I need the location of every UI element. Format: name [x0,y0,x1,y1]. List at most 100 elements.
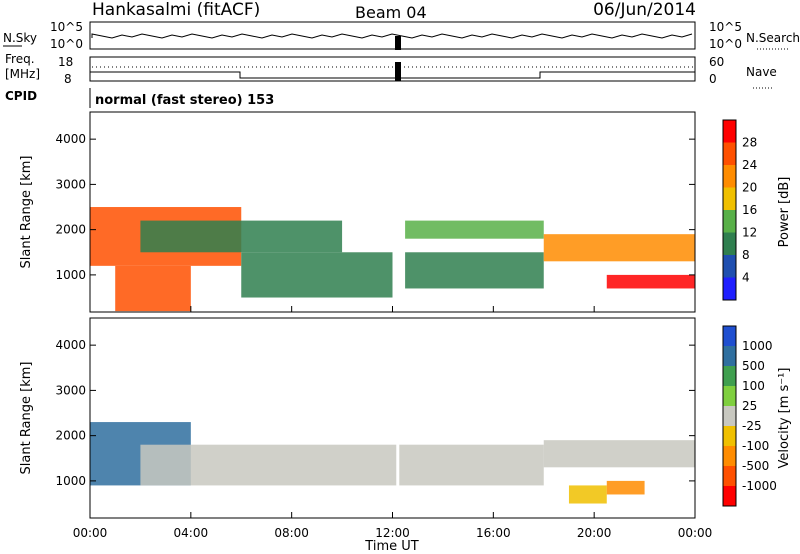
nsky-tick-bottom: 10^0 [50,37,83,51]
velocity-region [606,480,645,495]
velocity-ylabel: Slant Range [km] [19,362,34,475]
power-region [405,220,544,239]
power-region [140,220,343,253]
velocity-region [568,485,607,504]
velocity-colorbar-tick: -1000 [742,479,777,493]
velocity-colorbar-swatch [723,486,736,506]
power-panel: 1000 2000 3000 4000 Slant Range [km] 4 8 12 16… [19,111,792,313]
power-ytick-label: 4000 [55,132,86,146]
velocity-heatmap [90,318,695,518]
velocity-colorbar-tick: 500 [742,359,765,373]
x-tick-label: 00:00 [73,526,108,540]
nsearch-tick-bottom: 10^0 [709,37,742,51]
x-tick-label: 00:00 [678,526,713,540]
freq-label-bottom: [MHz] [5,67,40,81]
freq-label-top: Freq. [5,52,35,66]
power-colorbar-swatch [723,165,736,188]
power-colorbar-tick: 8 [742,248,750,262]
velocity-colorbar-swatch [723,446,736,466]
x-axis-label: Time UT [364,539,418,554]
power-ytick-label: 3000 [55,177,86,191]
velocity-colorbar-swatch [723,326,736,346]
velocity-colorbar-swatch [723,346,736,366]
x-tick-label: 16:00 [476,526,511,540]
power-colorbar-frame [722,119,737,301]
velocity-colorbar-tick: -500 [742,459,769,473]
power-colorbar: 4 8 12 16 20 24 28 [722,119,757,301]
velocity-colorbar-swatch [723,386,736,406]
velocity-colorbar-tick: -100 [742,439,769,453]
velocity-colorbar-frame [722,325,737,507]
power-colorbar-swatch [723,142,736,165]
power-colorbar-swatch [723,120,736,143]
power-ytick-label: 2000 [55,223,86,237]
nsky-panel: N.Sky 10^5 10^0 10^5 10^0 N.Search [3,20,800,51]
velocity-colorbar: 1000 500 100 25 -25 -100 -500 -1000 [722,325,777,507]
velocity-region [543,440,695,468]
power-colorbar-tick: 20 [742,181,757,195]
cpid-text: normal (fast stereo) 153 [95,93,274,108]
x-tick-label: 12:00 [375,526,410,540]
velocity-ytick-label: 2000 [55,429,86,443]
freq-tick-top: 18 [58,55,73,69]
nsky-label: N.Sky [3,31,37,45]
nave-tick-bottom: 0 [709,72,717,86]
power-ytick-label: 1000 [55,268,86,282]
nave-label: Nave [746,65,777,79]
power-region [241,252,393,298]
date-title: 06/Jun/2014 [593,0,696,20]
power-heatmap [90,112,695,312]
x-tick-label: 20:00 [577,526,612,540]
freq-frame [89,56,696,82]
station-title: Hankasalmi (fitACF) [92,0,260,20]
power-colorbar-swatch [723,187,736,210]
power-data-gap [396,112,400,312]
nsky-trace [91,33,693,39]
velocity-colorbar-tick: -25 [742,419,762,433]
beam-title: Beam 04 [355,3,427,22]
freq-tick-bottom: 8 [64,72,72,86]
nsky-tick-top: 10^5 [50,20,83,34]
nave-tick-top: 60 [709,55,724,69]
freq-step-line [90,71,695,79]
nsearch-tick-top: 10^5 [709,20,742,34]
nsky-frame [89,21,696,50]
power-colorbar-tick: 16 [742,203,757,217]
nsky-gap-marker [395,36,401,50]
velocity-colorbar-swatch [723,466,736,486]
power-colorbar-tick: 24 [742,158,757,172]
velocity-colorbar-tick: 100 [742,379,765,393]
power-colorbar-swatch [723,255,736,278]
power-colorbar-swatch [723,232,736,255]
power-region [606,274,695,289]
velocity-data-gap [396,318,400,518]
power-colorbar-tick: 12 [742,226,757,240]
power-colorbar-label: Power [dB] [777,177,792,248]
nsearch-label: N.Search [746,31,800,45]
power-region [543,234,695,262]
velocity-region [140,444,544,486]
velocity-ytick-label: 3000 [55,383,86,397]
power-ylabel: Slant Range [km] [19,156,34,269]
power-region [115,265,191,312]
x-tick-label: 04:00 [174,526,209,540]
velocity-colorbar-swatch [723,406,736,426]
power-y-ticks: 1000 2000 3000 4000 [55,132,695,282]
power-colorbar-swatch [723,210,736,233]
velocity-panel: 1000 2000 3000 4000 Slant Range [km] 1000 50… [19,317,792,519]
power-colorbar-swatch [723,277,736,300]
power-region [405,252,544,289]
velocity-colorbar-swatch [723,426,736,446]
velocity-y-ticks: 1000 2000 3000 4000 [55,338,695,488]
velocity-ytick-label: 1000 [55,474,86,488]
velocity-colorbar-swatch [723,366,736,386]
freq-panel: Freq. [MHz] 18 8 60 0 Nave [5,52,777,89]
velocity-ytick-label: 4000 [55,338,86,352]
x-axis-ticks: 00:00 04:00 08:00 12:00 16:00 20:00 00:00 [73,306,713,540]
power-colorbar-tick: 28 [742,136,757,150]
velocity-colorbar-label: Velocity [m s⁻¹] [777,368,792,469]
power-colorbar-tick: 4 [742,271,750,285]
velocity-colorbar-tick: 1000 [742,339,773,353]
cpid-label: CPID [5,89,37,103]
